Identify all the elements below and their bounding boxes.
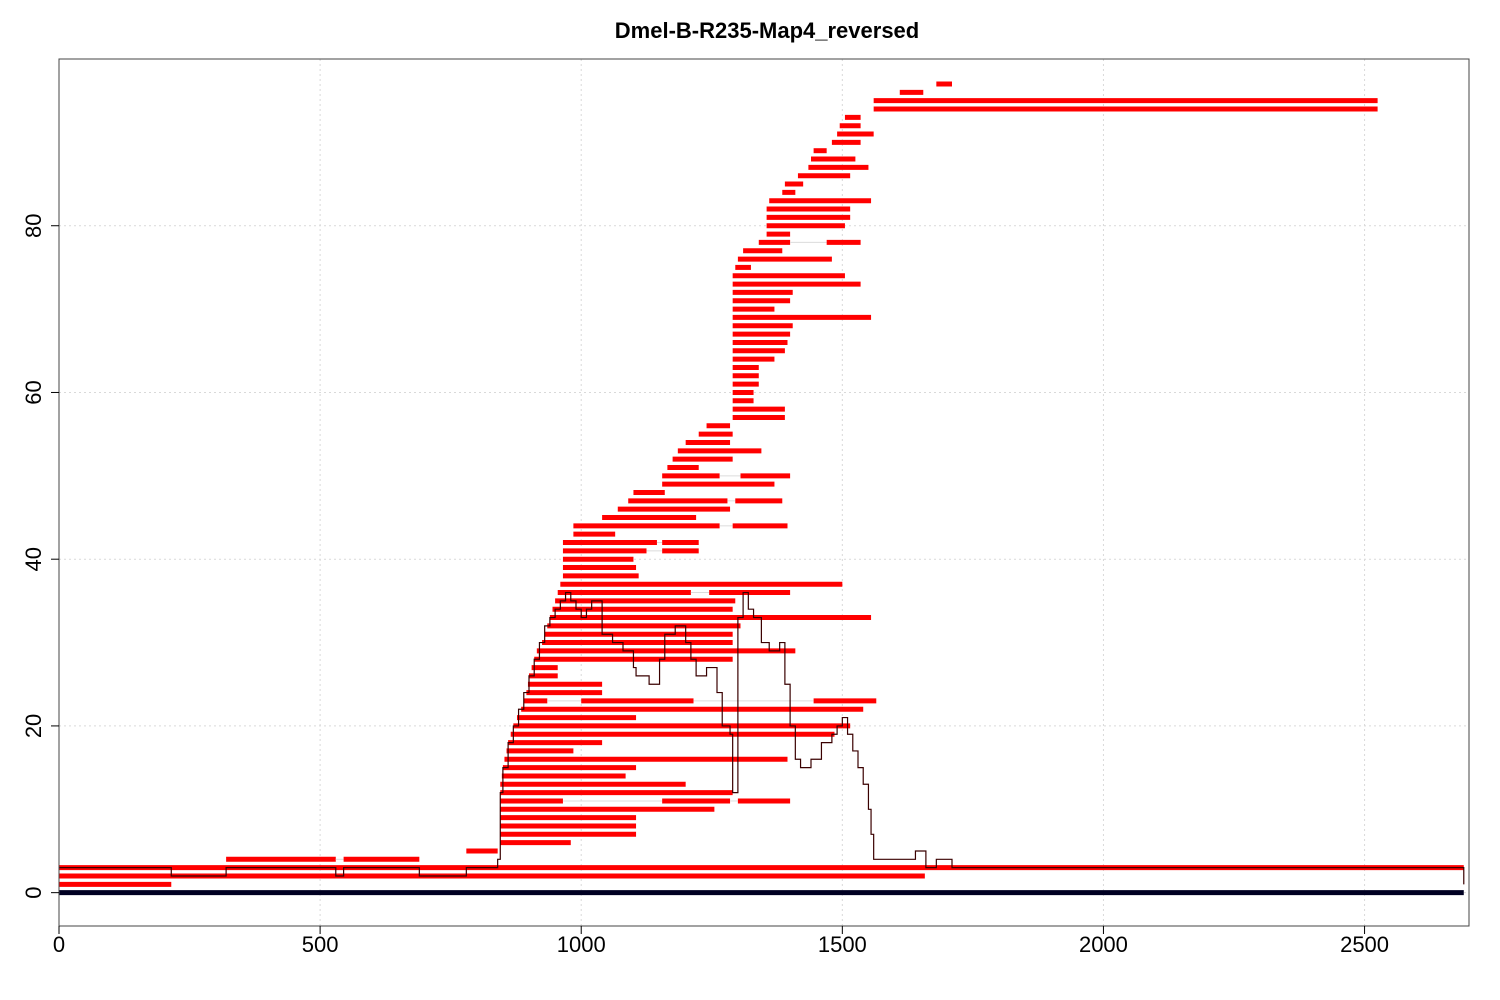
y-axis: 0 20 40 60 80 — [21, 213, 59, 899]
y-tick-label: 20 — [21, 714, 46, 738]
plot-frame — [58, 58, 1470, 927]
chart-title: Dmel-B-R235-Map4_reversed — [615, 18, 919, 43]
x-tick-label: 1000 — [557, 932, 606, 957]
x-tick-label: 0 — [53, 932, 65, 957]
x-tick-label: 500 — [302, 932, 339, 957]
x-tick-label: 1500 — [818, 932, 867, 957]
x-tick-label: 2000 — [1079, 932, 1128, 957]
y-tick-label: 40 — [21, 547, 46, 571]
x-axis: 0 500 1000 1500 2000 2500 — [53, 926, 1389, 957]
coverage-line — [59, 591, 1465, 885]
coverage-line-layer — [59, 591, 1465, 885]
gridlines — [58, 59, 1469, 926]
y-tick-label: 0 — [21, 887, 46, 899]
y-tick-label: 80 — [21, 213, 46, 237]
x-tick-label: 2500 — [1340, 932, 1389, 957]
y-tick-label: 60 — [21, 380, 46, 404]
read-alignments — [59, 81, 1464, 887]
